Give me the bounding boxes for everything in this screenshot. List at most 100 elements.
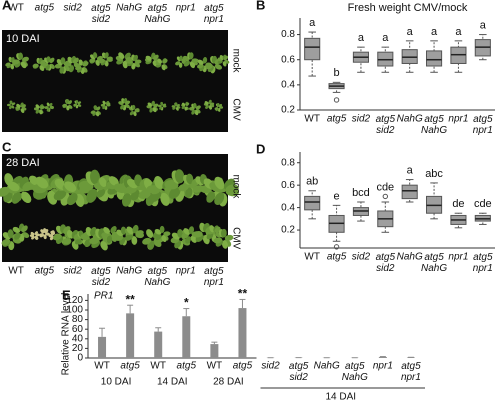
leaf [188,52,194,60]
letter-label: b [334,67,340,79]
leaf [135,230,144,237]
y-tick-label: 0.8 [281,157,295,168]
significance: * [184,296,189,310]
leaf [208,105,212,110]
leaf [21,225,28,233]
leaf [67,100,72,105]
leaf [100,241,108,251]
x-tick-label: WT [207,361,223,372]
outlier [382,193,389,200]
leaf [193,102,197,109]
leaf [155,234,162,241]
leaf [45,232,50,236]
outlier [333,97,340,103]
letter-label: a [358,32,365,44]
y-tick-label: 20 [72,343,84,354]
leaf [14,232,21,240]
leaf [7,229,14,239]
leaf [224,234,234,241]
x-tick-label: atg5 npr1 [473,114,493,136]
leaf [146,185,160,195]
x-tick-label: sid2 [352,114,371,125]
leaf [115,235,124,241]
leaf [222,61,227,67]
y-tick-label: 100 [66,305,83,316]
leaf [164,179,179,190]
leaf [149,107,154,113]
annotation: PR1 [94,291,113,302]
letter-label: ab [306,176,318,188]
letter-label: cde [376,181,394,193]
leaf [96,106,101,111]
x-tick-label: atg5 NahG [342,361,368,383]
leaf [214,64,223,70]
leaf [90,227,97,237]
letter-label: e [334,190,340,202]
box [304,37,321,61]
bar [210,344,219,358]
leaf [62,238,72,245]
leaf [154,228,162,235]
leaf [86,188,98,203]
significance: ** [238,287,248,301]
leaf [220,228,227,238]
y-tick-label: 0.8 [281,29,295,40]
leaf [40,105,45,110]
leaf [102,100,106,105]
letter-label: de [452,198,464,210]
panel-letter: A [2,0,12,12]
leaf [96,188,106,198]
x-tick-label: atg5 [120,361,140,372]
group-label: 14 DAI [325,392,356,403]
genotype-label: atg5 [35,266,55,277]
leaf [185,236,192,244]
stage-label: 28 DAI [6,157,40,169]
leaf [98,58,105,64]
leaf [135,59,142,64]
x-tick-label: WT [150,361,166,372]
significance: ** [125,292,135,306]
letter-label: a [407,164,414,176]
leaf [72,57,79,64]
leaf [80,233,90,241]
leaf [77,104,82,107]
leaf [189,61,196,69]
leaf [69,65,74,73]
leaf [176,104,180,107]
leaf [35,233,40,237]
leaf [90,169,101,185]
leaf [9,100,13,105]
leaf [178,183,189,192]
leaf [161,64,166,71]
bar [378,357,387,358]
y-tick-label: 0.4 [281,202,295,213]
leaf [122,193,132,207]
row-label: CMV [230,227,241,250]
x-tick-label: NahG [314,361,340,372]
group-label: 10 DAI [101,377,132,388]
panel-letter: D [256,141,265,156]
leaf [157,104,162,108]
x-tick-label: atg5 NahG [421,114,447,136]
leaf [190,235,197,243]
stage-label: 10 DAI [6,33,40,45]
y-axis-label: Relative RNA level [61,293,72,376]
x-tick-label: npr1 [448,252,468,263]
leaf [124,103,130,109]
genotype-label: atg5 [35,3,55,14]
leaf [195,105,201,110]
x-tick-label: npr1 [448,114,468,125]
y-tick-label: 80 [72,314,84,325]
y-tick-label: 0.2 [281,225,295,236]
leaf [192,185,203,193]
letter-label: cde [474,198,492,210]
x-tick-label: atg5 NahG [421,252,447,274]
box [426,50,443,67]
leaf [214,192,225,205]
leaf [138,190,151,199]
leaf [106,56,113,61]
x-tick-label: atg5 npr1 [473,252,493,274]
group-label: 28 DAI [213,377,244,388]
leaf [142,237,152,245]
photo [2,30,228,132]
